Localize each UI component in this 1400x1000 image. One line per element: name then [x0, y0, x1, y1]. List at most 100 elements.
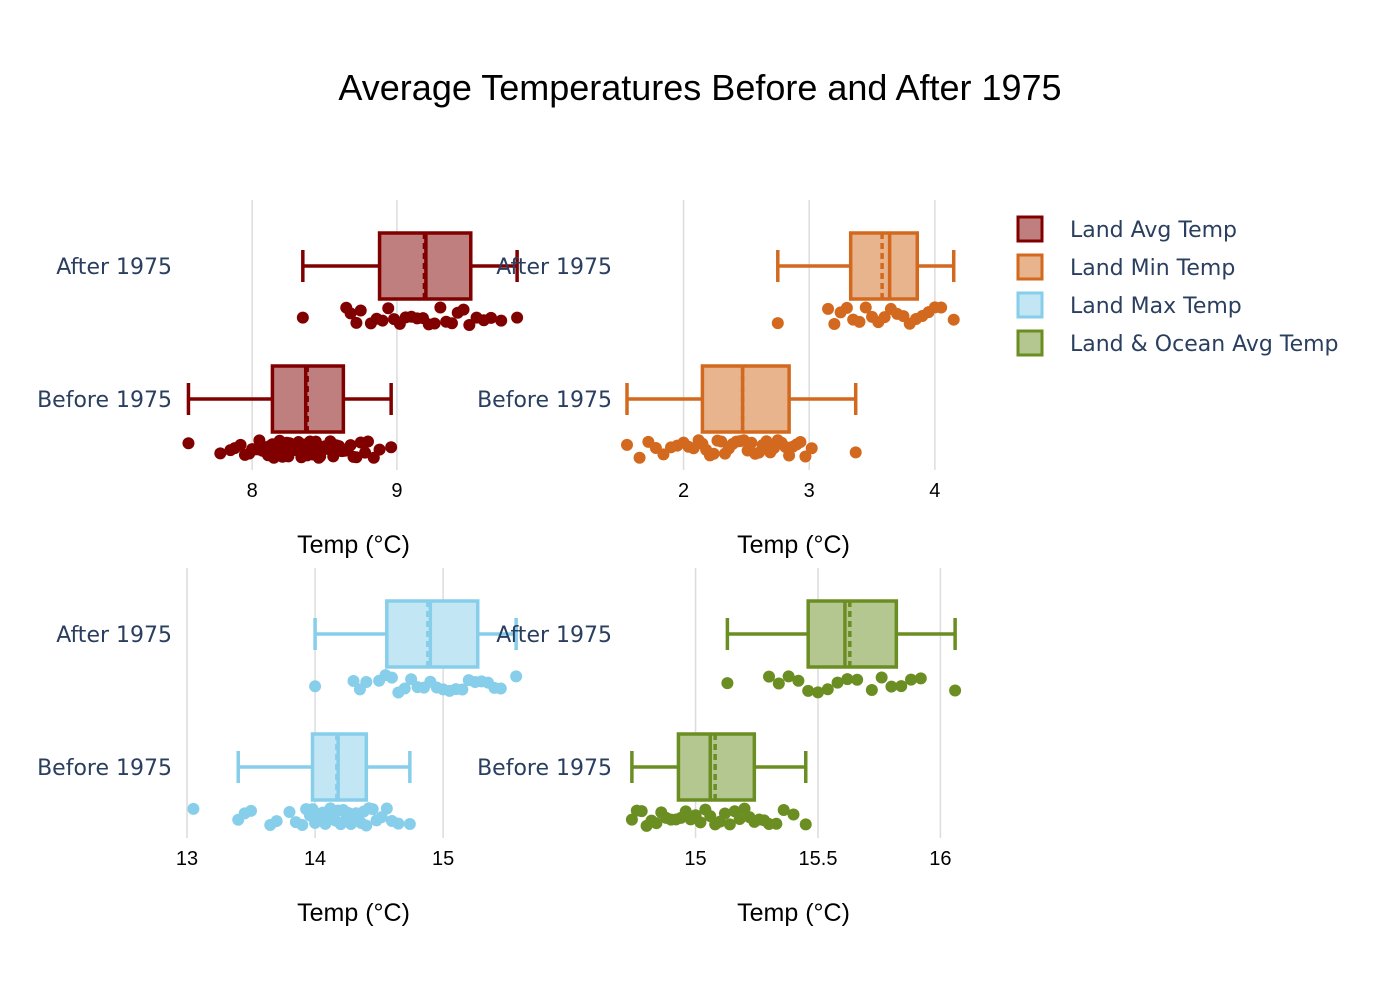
data-point — [366, 803, 379, 816]
data-point — [485, 311, 498, 324]
data-point — [373, 443, 386, 456]
data-point — [283, 805, 296, 818]
box-after-1975[interactable] — [296, 231, 524, 331]
data-point — [851, 673, 864, 686]
box-before-1975[interactable] — [182, 364, 398, 464]
data-point — [457, 303, 470, 316]
data-point — [354, 304, 367, 317]
data-point — [296, 819, 309, 832]
data-point — [707, 447, 720, 460]
data-point — [385, 671, 398, 684]
points — [721, 670, 962, 699]
data-point — [360, 819, 373, 832]
data-point — [772, 677, 785, 690]
data-point — [380, 802, 393, 815]
points — [771, 301, 960, 330]
legend-item[interactable]: Land Avg Temp — [1016, 215, 1237, 243]
points — [187, 802, 416, 832]
x-tick-label: 15 — [684, 848, 706, 870]
x-tick-label: 3 — [804, 480, 815, 502]
data-point — [914, 672, 927, 685]
data-point — [187, 802, 200, 815]
data-point — [935, 301, 948, 314]
data-point — [434, 301, 447, 314]
box-iqr — [700, 364, 791, 434]
data-point — [771, 317, 784, 330]
legend-label: Land Avg Temp — [1070, 218, 1237, 243]
box-iqr — [806, 599, 899, 669]
points — [621, 434, 862, 464]
data-point — [382, 302, 395, 315]
data-point — [361, 435, 374, 448]
data-point — [802, 684, 815, 697]
data-point — [721, 677, 734, 690]
data-point — [794, 435, 807, 448]
data-point — [745, 436, 758, 449]
data-point — [799, 450, 812, 463]
data-point — [344, 439, 357, 452]
data-point — [885, 680, 898, 693]
x-axis-title: Temp (°C) — [297, 899, 410, 927]
data-point — [895, 680, 908, 693]
data-point — [805, 442, 818, 455]
data-point — [853, 315, 866, 328]
data-point — [214, 447, 227, 460]
data-point — [787, 808, 800, 821]
x-axis-title: Temp (°C) — [297, 531, 410, 559]
data-point — [621, 438, 633, 451]
legend[interactable]: Land Avg Temp Land Min Temp Land Max Temp L… — [1016, 215, 1339, 357]
x-tick-label: 15.5 — [799, 848, 838, 870]
y-category-label: Before 1975 — [477, 388, 612, 413]
data-point — [694, 816, 707, 829]
panel-3: 13 14 15 Temp (°C) Before 1975 After 1975 — [37, 568, 523, 927]
data-point — [456, 683, 469, 696]
data-point — [822, 302, 835, 315]
data-point — [831, 676, 844, 689]
box-after-1975[interactable] — [721, 599, 962, 699]
y-category-label: Before 1975 — [477, 756, 612, 781]
data-point — [792, 674, 805, 687]
data-point — [347, 674, 360, 687]
data-point — [327, 450, 340, 463]
x-tick-label: 4 — [929, 480, 940, 502]
legend-item[interactable]: Land Min Temp — [1016, 253, 1235, 281]
data-point — [657, 448, 670, 461]
box-before-1975[interactable] — [187, 732, 416, 832]
data-point — [511, 311, 524, 324]
data-point — [859, 301, 872, 314]
data-point — [799, 818, 812, 831]
x-axis-title: Temp (°C) — [737, 531, 850, 559]
x-tick-label: 2 — [678, 480, 689, 502]
points — [182, 434, 398, 464]
y-category-label: After 1975 — [496, 623, 612, 648]
data-point — [947, 313, 960, 326]
x-tick-label: 13 — [176, 848, 198, 870]
points — [625, 802, 812, 832]
data-point — [494, 682, 507, 695]
box-before-1975[interactable] — [625, 732, 812, 832]
legend-swatch — [1016, 215, 1044, 243]
legend-label: Land & Ocean Avg Temp — [1070, 332, 1339, 357]
box-after-1975[interactable] — [771, 231, 960, 330]
box-after-1975[interactable] — [309, 599, 523, 699]
data-point — [865, 684, 878, 697]
legend-item[interactable]: Land & Ocean Avg Temp — [1016, 329, 1339, 357]
box-before-1975[interactable] — [621, 364, 862, 464]
data-point — [350, 316, 363, 329]
data-point — [718, 807, 731, 820]
data-point — [650, 817, 663, 830]
data-point — [821, 683, 834, 696]
data-point — [905, 673, 918, 686]
data-point — [296, 311, 309, 324]
legend-item[interactable]: Land Max Temp — [1016, 291, 1242, 319]
data-point — [403, 818, 416, 831]
data-point — [763, 670, 776, 683]
x-tick-label: 8 — [247, 480, 258, 502]
data-point — [782, 670, 795, 683]
y-category-label: Before 1975 — [37, 388, 172, 413]
data-point — [849, 446, 862, 459]
panel-1: 8 9 Temp (°C) Before 1975 After 1975 — [37, 200, 524, 559]
box-iqr — [385, 599, 480, 669]
data-point — [385, 441, 398, 454]
data-point — [405, 673, 418, 686]
